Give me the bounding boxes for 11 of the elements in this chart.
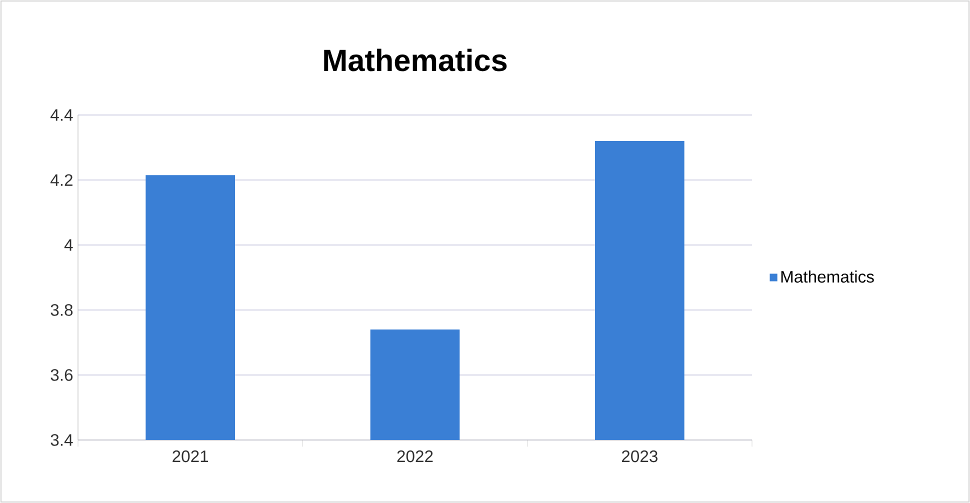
legend-label: Mathematics — [781, 270, 874, 283]
y-tick-label: 4 — [64, 239, 73, 251]
chart-title: Mathematics — [324, 48, 507, 72]
y-tick-label: 3.4 — [50, 434, 73, 446]
y-tick-label: 4.2 — [50, 174, 72, 186]
x-tick-label: 2021 — [172, 450, 208, 462]
y-tick-label: 3.8 — [50, 304, 73, 316]
y-tick-label: 3.6 — [50, 369, 73, 381]
x-tick-label: 2022 — [397, 450, 433, 462]
x-tick-label: 2023 — [622, 450, 658, 462]
y-tick-label: 4.4 — [50, 109, 73, 121]
